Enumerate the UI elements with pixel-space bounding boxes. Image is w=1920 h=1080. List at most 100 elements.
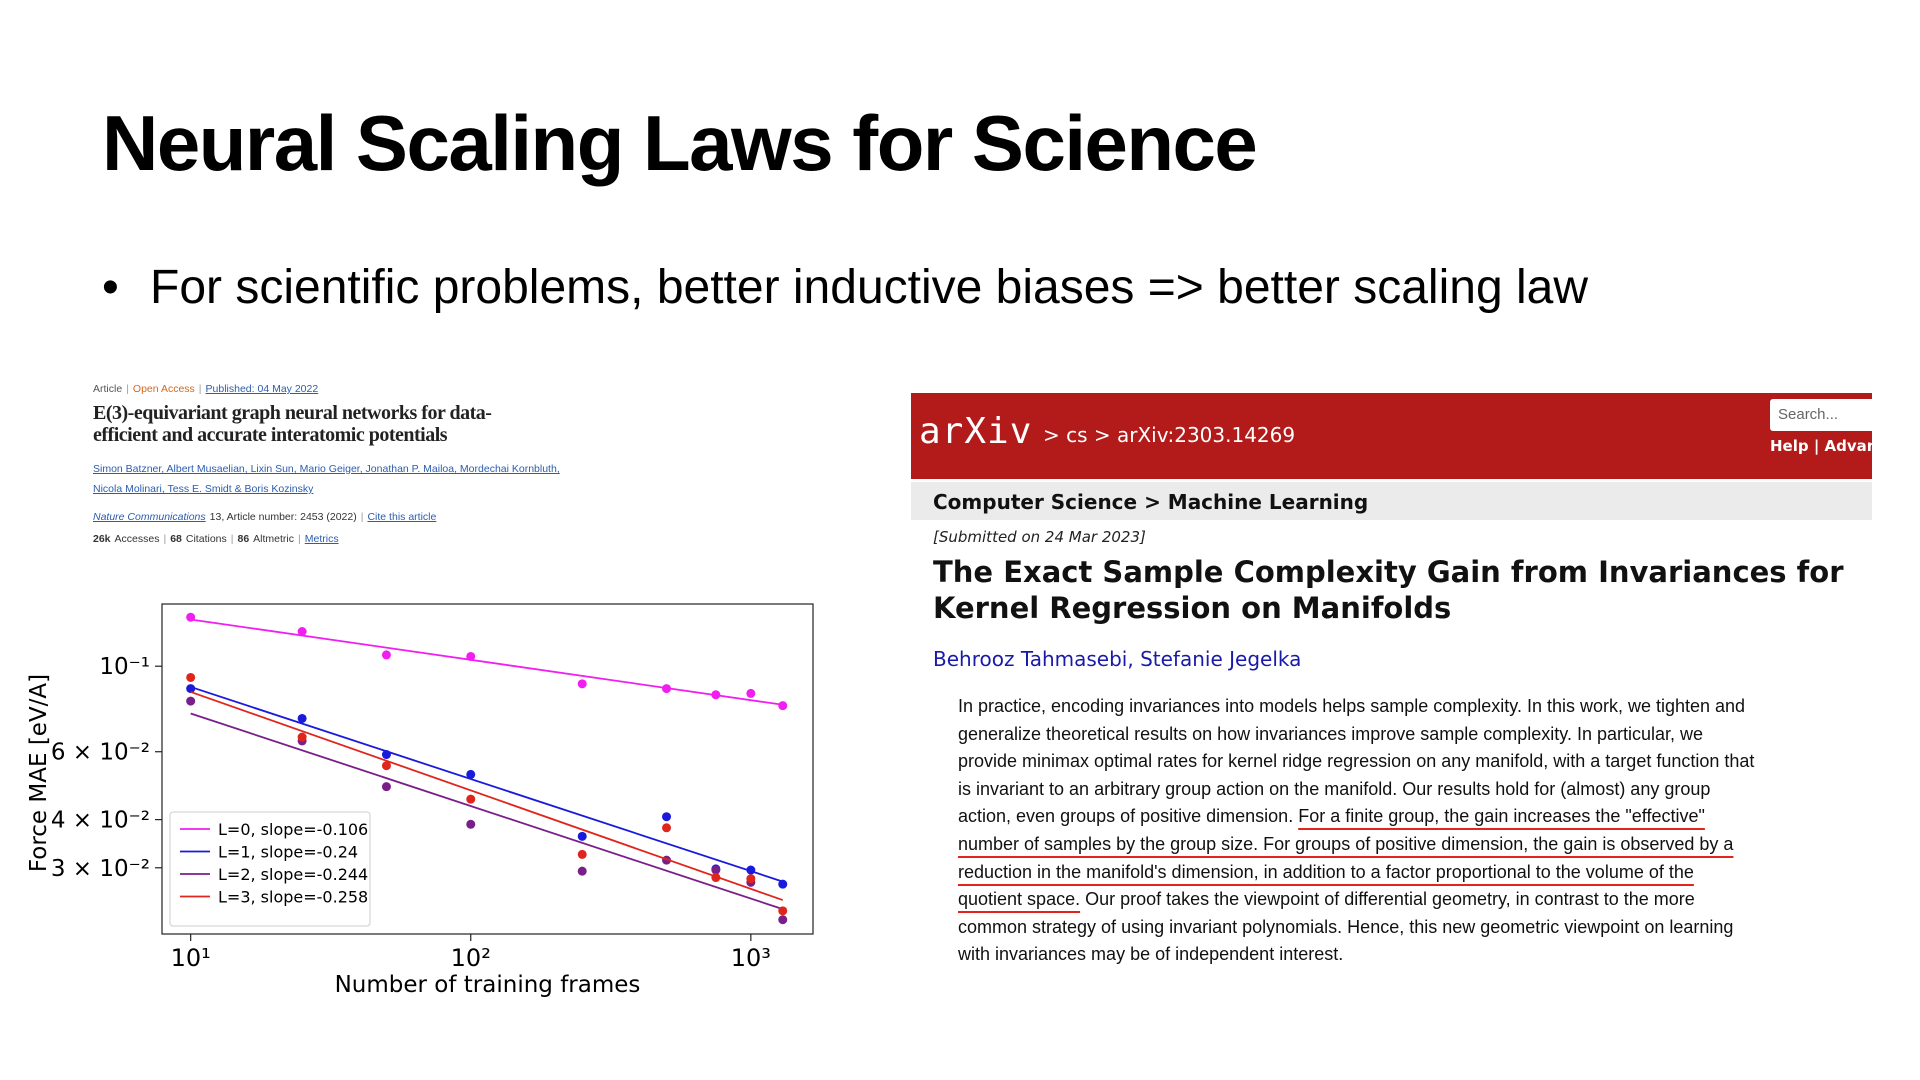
legend-label: L=0, slope=-0.106 [218, 820, 368, 839]
data-point [381, 761, 391, 771]
author-line: Simon Batzner, Albert Musaelian, Lixin S… [93, 463, 560, 475]
data-point [297, 713, 307, 723]
x-tick-label: 10¹ [171, 944, 211, 972]
title-text: The Exact Sample Complexity Gain from In… [933, 555, 1844, 589]
abstract-line: is invariant to an arbitrary group actio… [958, 779, 1710, 800]
authors[interactable]: Nicola Molinari, Tess E. Smidt & Boris K… [93, 483, 314, 495]
data-point [778, 701, 788, 711]
legend-label: L=1, slope=-0.24 [218, 843, 358, 862]
abstract-line: with invariances may be of independent i… [958, 944, 1343, 965]
meta-item: Article [93, 383, 123, 395]
article-meta: Article | Open Access | Published: 04 May 20… [93, 383, 318, 395]
data-point [466, 769, 476, 779]
abstract-text: action, even groups of positive dimensio… [958, 806, 1299, 827]
breadcrumb[interactable]: > cs > arXiv:2303.14269 [1043, 423, 1296, 447]
plot-frame [161, 603, 814, 935]
help-links[interactable]: Help | Advanc [1770, 437, 1872, 455]
data-point [711, 873, 721, 883]
abstract-line: number of samples by the group size. For… [958, 834, 1733, 855]
author-line: Nicola Molinari, Tess E. Smidt & Boris K… [93, 483, 313, 495]
metric-count: 86 [237, 533, 250, 545]
data-point [662, 812, 672, 822]
abstract-line: provide minimax optimal rates for kernel… [958, 751, 1754, 772]
y-tick-label: 6 × 10⁻² [51, 740, 150, 766]
legend-label: L=3, slope=-0.258 [218, 888, 368, 907]
data-point [381, 750, 391, 760]
metric-label: Altmetric [253, 533, 295, 545]
data-point [577, 831, 587, 841]
abstract-line: action, even groups of positive dimensio… [958, 806, 1705, 827]
metric-label: Accesses [114, 533, 160, 545]
data-point [186, 672, 196, 682]
metrics-link[interactable]: Metrics [304, 533, 339, 545]
y-tick-label: 4 × 10⁻² [51, 808, 150, 834]
separator: | [298, 533, 301, 545]
legend-box [169, 811, 371, 927]
metric-count: 26k [93, 533, 111, 545]
data-point [711, 690, 721, 700]
submitted: [Submitted on 24 Mar 2023] [933, 528, 1146, 546]
paper-title-line: efficient and accurate interatomic poten… [93, 424, 448, 447]
abstract-line: In practice, encoding invariances into m… [958, 696, 1745, 717]
authors[interactable]: Simon Batzner, Albert Musaelian, Lixin S… [93, 463, 560, 475]
data-point [662, 684, 672, 694]
bullet-dot: • [102, 261, 119, 314]
metric-label: Citations [185, 533, 227, 545]
abstract-line: common strategy of using invariant polyn… [958, 917, 1733, 938]
separator: | [163, 533, 167, 545]
data-point [186, 612, 196, 622]
title-line: Kernel Regression on Manifolds [933, 591, 1451, 625]
abstract-text: is invariant to an arbitrary group actio… [958, 778, 1711, 799]
data-point [746, 688, 756, 698]
x-axis-label: Number of training frames [335, 972, 641, 998]
slide-title: Neural Scaling Laws for Science [102, 99, 1258, 187]
data-point [577, 679, 587, 689]
separator: | [198, 383, 202, 395]
data-point [466, 651, 476, 661]
data-point [466, 819, 476, 829]
journal-line: Nature Communications 13, Article number:… [93, 511, 436, 523]
meta-item[interactable]: Published: 04 May 2022 [205, 383, 319, 395]
data-point [186, 684, 196, 694]
chart: 10¹ 10² 10³ 10⁻¹ 6 × 10⁻² 4 × 10⁻² 3 × 10⁻² Num… [26, 603, 814, 998]
data-point [466, 794, 476, 804]
arxiv-banner: arXiv > cs > arXiv:2303.14269 Search... … [911, 393, 1872, 479]
abstract-line: reduction in the manifold's dimension, i… [958, 862, 1694, 883]
separator: | [126, 383, 129, 395]
underlined-text: quotient space. [958, 889, 1081, 910]
abstract-text: generalize theoretical results on how in… [958, 723, 1704, 744]
data-point [711, 865, 721, 875]
data-point [778, 906, 788, 916]
data-point [746, 874, 756, 884]
x-tick-label: 10³ [731, 944, 771, 972]
abstract-text: provide minimax optimal rates for kernel… [958, 751, 1755, 772]
fit-line [190, 686, 784, 883]
separator: | [230, 533, 234, 545]
y-tick-label: 10⁻¹ [99, 654, 150, 680]
underlined-text: For a finite group, the gain increases t… [1298, 806, 1705, 827]
metric-count: 68 [170, 533, 182, 545]
x-tick-label: 10² [451, 944, 491, 972]
search-box[interactable]: Search... [1770, 399, 1872, 431]
fit-line [190, 618, 783, 706]
abstract-text: with invariances may be of independent i… [958, 944, 1344, 965]
subject: Computer Science > Machine Learning [933, 490, 1369, 514]
metrics-line: 26k Accesses | 68 Citations | 86 Altmetric | Metr… [93, 533, 339, 545]
abstract-line: quotient space. Our proof takes the view… [958, 889, 1695, 910]
paper-title-text: E(3)-equivariant graph neural networks f… [93, 402, 492, 424]
journal-detail: 13, Article number: 2453 (2022) [209, 511, 357, 523]
title-text: Kernel Regression on Manifolds [933, 591, 1452, 625]
data-point [297, 627, 307, 637]
separator: | [360, 511, 364, 523]
arxiv-logo: arXiv [919, 411, 1033, 452]
authors[interactable]: Behrooz Tahmasebi, Stefanie Jegelka [933, 647, 1302, 671]
data-point [381, 650, 391, 660]
data-point [778, 879, 788, 889]
journal[interactable]: Nature Communications [93, 511, 206, 523]
data-point [577, 849, 587, 859]
legend-label: L=2, slope=-0.244 [218, 865, 368, 884]
paper-title-text: efficient and accurate interatomic poten… [93, 424, 448, 446]
cite-link[interactable]: Cite this article [367, 511, 437, 523]
y-axis-label: Force MAE [eV/A] [26, 674, 52, 872]
